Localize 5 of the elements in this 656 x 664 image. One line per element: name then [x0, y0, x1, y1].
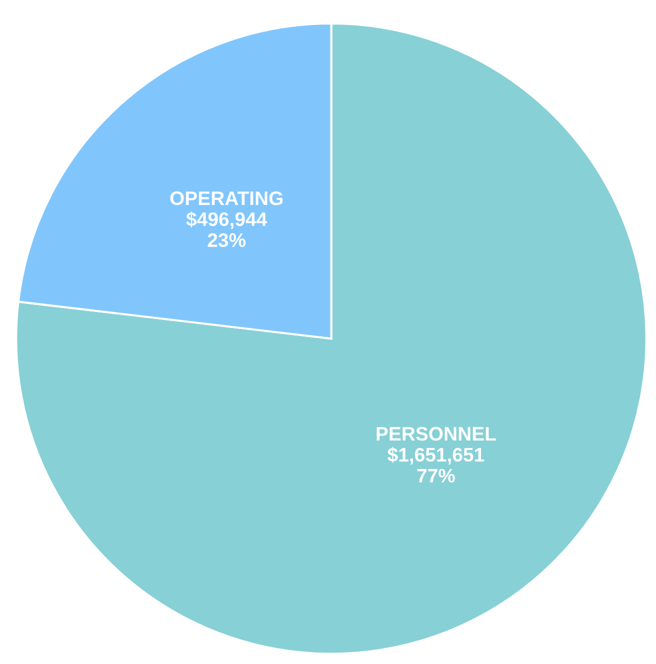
slice-label: OPERATING [170, 191, 282, 206]
slice-label: PERSONNEL [376, 426, 496, 441]
data-label: $496,944 23% [186, 211, 268, 248]
pie-slice [15, 22, 648, 655]
data-label: $1,651,651 77% [388, 447, 484, 483]
